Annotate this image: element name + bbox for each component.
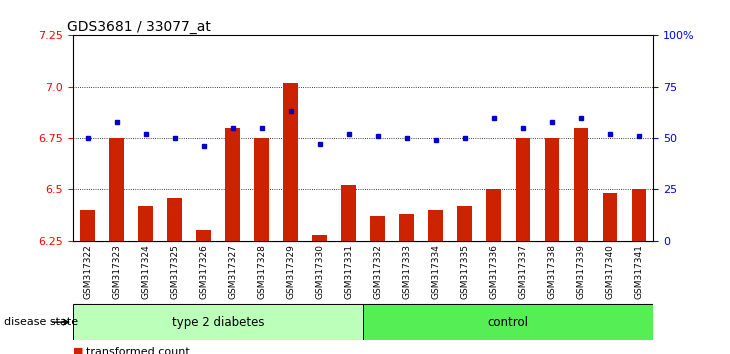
Text: GSM317339: GSM317339	[576, 244, 585, 299]
Bar	[283, 82, 298, 241]
Bar	[73, 304, 364, 340]
Text: GSM317327: GSM317327	[228, 244, 237, 299]
Text: GSM317335: GSM317335	[460, 244, 469, 299]
Bar	[458, 206, 472, 241]
Text: type 2 diabetes: type 2 diabetes	[172, 316, 264, 329]
Bar	[631, 189, 646, 241]
Bar	[399, 214, 414, 241]
Bar	[80, 210, 95, 241]
Bar	[364, 304, 653, 340]
Text: GSM317325: GSM317325	[170, 244, 179, 299]
Bar	[342, 185, 356, 241]
Bar	[370, 216, 385, 241]
Text: GSM317334: GSM317334	[431, 244, 440, 299]
Text: GSM317331: GSM317331	[344, 244, 353, 299]
Text: disease state: disease state	[4, 317, 78, 327]
Text: GSM317328: GSM317328	[257, 244, 266, 299]
Text: GSM317330: GSM317330	[315, 244, 324, 299]
Text: GSM317333: GSM317333	[402, 244, 411, 299]
Text: GSM317323: GSM317323	[112, 244, 121, 299]
Bar	[312, 235, 327, 241]
Text: control: control	[488, 316, 529, 329]
Text: GSM317332: GSM317332	[373, 244, 383, 299]
Text: transformed count: transformed count	[86, 347, 190, 354]
Bar	[515, 138, 530, 241]
Bar	[167, 198, 182, 241]
Bar	[226, 128, 240, 241]
Text: GSM317338: GSM317338	[548, 244, 556, 299]
Bar	[138, 206, 153, 241]
Text: GSM317326: GSM317326	[199, 244, 208, 299]
Text: GSM317322: GSM317322	[83, 244, 92, 299]
Bar	[602, 194, 617, 241]
Bar	[429, 210, 443, 241]
Bar	[254, 138, 269, 241]
Bar	[545, 138, 559, 241]
Text: GSM317340: GSM317340	[605, 244, 615, 299]
Bar	[574, 128, 588, 241]
Text: GDS3681 / 33077_at: GDS3681 / 33077_at	[67, 21, 211, 34]
Text: GSM317341: GSM317341	[634, 244, 643, 299]
Text: ■: ■	[73, 347, 83, 354]
Text: GSM317337: GSM317337	[518, 244, 527, 299]
Text: GSM317336: GSM317336	[489, 244, 499, 299]
Text: GSM317329: GSM317329	[286, 244, 295, 299]
Text: GSM317324: GSM317324	[141, 244, 150, 299]
Bar	[486, 189, 501, 241]
Bar	[196, 230, 211, 241]
Bar	[110, 138, 124, 241]
